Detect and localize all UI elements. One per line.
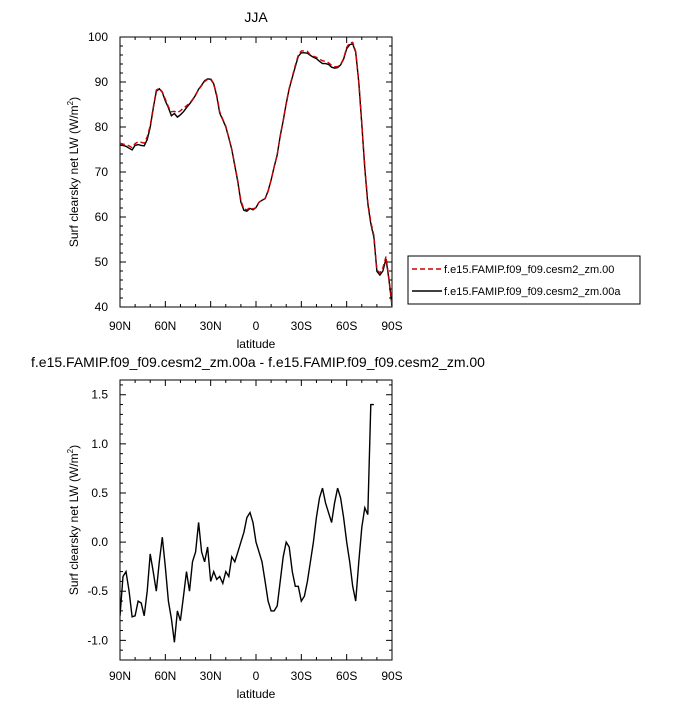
y-tick-label: -0.5 xyxy=(87,584,108,598)
y-tick-label: 1.0 xyxy=(91,437,108,451)
x-tick-label: 90S xyxy=(381,669,402,683)
x-tick-label: 30S xyxy=(291,319,312,333)
x-tick-label: 60S xyxy=(336,669,357,683)
x-tick-label: 0 xyxy=(253,319,260,333)
chart-panel-2: f.e15.FAMIP.f09_f09.cesm2_zm.00a - f.e15… xyxy=(31,354,485,701)
y-tick-label: 60 xyxy=(95,210,109,224)
y-axis-title: Surf clearsky net LW (W/m2) xyxy=(66,445,81,595)
plot-frame xyxy=(119,36,393,308)
y-tick-label: 0.0 xyxy=(91,535,108,549)
y-tick-label: 80 xyxy=(95,120,109,134)
x-tick-label: 30N xyxy=(200,319,222,333)
x-axis-title: latitude xyxy=(237,337,276,351)
x-tick-label: 90N xyxy=(109,319,131,333)
x-tick-label: 60S xyxy=(336,319,357,333)
x-tick-label: 60N xyxy=(154,319,176,333)
chart-title: f.e15.FAMIP.f09_f09.cesm2_zm.00a - f.e15… xyxy=(31,354,485,370)
y-tick-label: 1.5 xyxy=(91,388,108,402)
plot-frame xyxy=(119,379,393,661)
y-tick-label: -1.0 xyxy=(87,633,108,647)
y-tick-label: 50 xyxy=(95,255,109,269)
legend-entry: f.e15.FAMIP.f09_f09.cesm2_zm.00a xyxy=(444,286,621,298)
x-tick-label: 90S xyxy=(381,319,402,333)
y-tick-label: 70 xyxy=(95,165,109,179)
chart-title: JJA xyxy=(244,9,268,25)
x-axis-title: latitude xyxy=(237,687,276,701)
x-tick-label: 60N xyxy=(154,669,176,683)
legend-box xyxy=(407,255,641,305)
x-tick-label: 30S xyxy=(291,669,312,683)
series-line-1 xyxy=(120,41,392,304)
series-line-1 xyxy=(120,403,374,643)
y-tick-label: 40 xyxy=(95,300,109,314)
legend: f.e15.FAMIP.f09_f09.cesm2_zm.00 f.e15.FAM… xyxy=(407,255,641,305)
y-tick-label: 100 xyxy=(88,30,108,44)
x-tick-label: 0 xyxy=(253,669,260,683)
y-tick-label: 0.5 xyxy=(91,486,108,500)
y-tick-label: 90 xyxy=(95,75,109,89)
x-tick-label: 90N xyxy=(109,669,131,683)
chart-panel-1: JJA 90N 60N 30N 0 30S 60S 90S 40 50 60 70 80 90 100 lat… xyxy=(66,9,641,351)
y-axis-title: Surf clearsky net LW (W/m2) xyxy=(66,97,81,247)
series-line-2 xyxy=(120,42,392,307)
x-tick-label: 30N xyxy=(200,669,222,683)
legend-entry: f.e15.FAMIP.f09_f09.cesm2_zm.00 xyxy=(444,264,614,276)
